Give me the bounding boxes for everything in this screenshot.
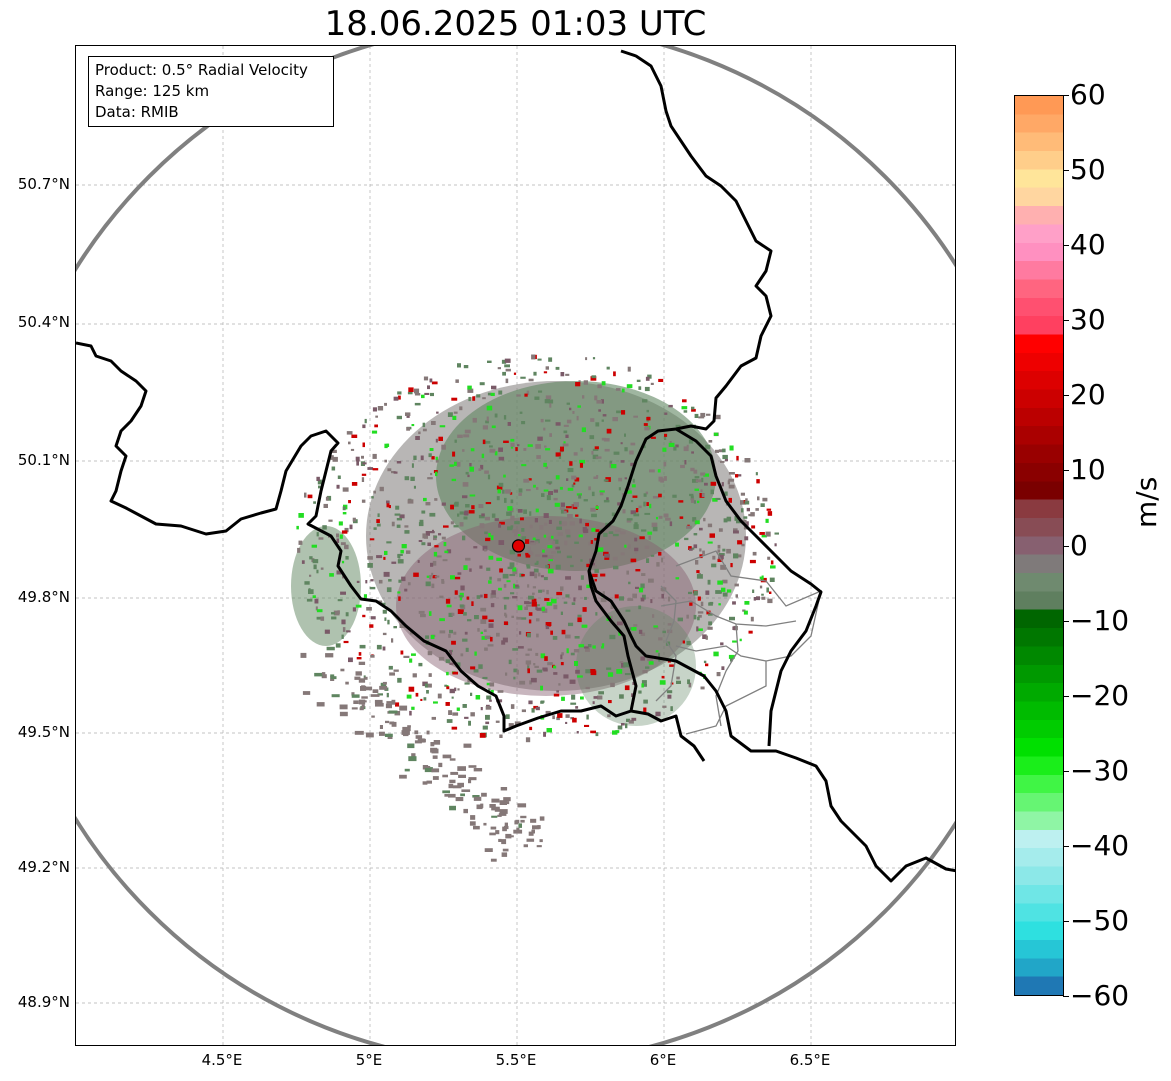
colorbar-tick [1063,996,1069,997]
colorbar-tick [1063,920,1069,922]
colorbar-tick [1063,245,1069,247]
colorbar [1014,95,1064,996]
colorbar-tick [1063,695,1069,697]
lon-label: 5.5°E [495,1051,537,1069]
info-data-source: Data: RMIB [95,103,179,121]
colorbar-tick-label: 20 [1070,378,1106,412]
colorbar-tick-label: 60 [1070,78,1106,111]
lon-label: 5°E [355,1051,383,1069]
radar-echoes [291,354,779,862]
colorbar-tick [1063,320,1069,322]
colorbar-tick-label: −30 [1070,753,1130,787]
colorbar-tick [1063,95,1069,96]
lat-label: 48.9°N [17,993,70,1011]
lon-label: 6°E [649,1051,677,1069]
radar-map[interactable] [75,45,956,1046]
lon-label: 6.5°E [789,1051,831,1069]
colorbar-tick [1063,620,1069,622]
colorbar-tick [1063,545,1069,547]
info-product: Product: 0.5° Radial Velocity [95,61,308,79]
info-range: Range: 125 km [95,82,210,100]
radar-site-marker[interactable] [511,539,526,553]
colorbar-tick-label: −60 [1070,979,1130,1012]
lat-label: 50.7°N [17,175,70,193]
colorbar-tick [1063,470,1069,472]
colorbar-tick-label: 30 [1070,303,1106,337]
colorbar-tick-label: 10 [1070,453,1106,487]
lat-label: 50.4°N [17,313,70,331]
colorbar-tick-label: 40 [1070,228,1106,262]
colorbar-tick-label: −10 [1070,603,1130,637]
colorbar-tick-label: 0 [1070,528,1088,562]
country-borders [76,49,955,883]
region-borders [655,550,822,735]
lat-label: 49.2°N [17,858,70,876]
colorbar-tick [1063,770,1069,772]
colorbar-tick-label: 50 [1070,153,1106,187]
lon-label: 4.5°E [201,1051,243,1069]
map-canvas [76,46,955,1045]
info-box: Product: 0.5° Radial Velocity Range: 125… [88,56,334,127]
colorbar-tick-label: −50 [1070,903,1130,937]
map-title: 18.06.2025 01:03 UTC [324,4,707,44]
colorbar-unit: m/s [1130,476,1163,528]
colorbar-tick-label: −40 [1070,828,1130,862]
lat-label: 50.1°N [17,451,70,469]
colorbar-tick [1063,170,1069,172]
lat-label: 49.5°N [17,723,70,741]
colorbar-tick-label: −20 [1070,678,1130,712]
lat-label: 49.8°N [17,588,70,606]
colorbar-tick [1063,845,1069,847]
colorbar-tick [1063,395,1069,397]
